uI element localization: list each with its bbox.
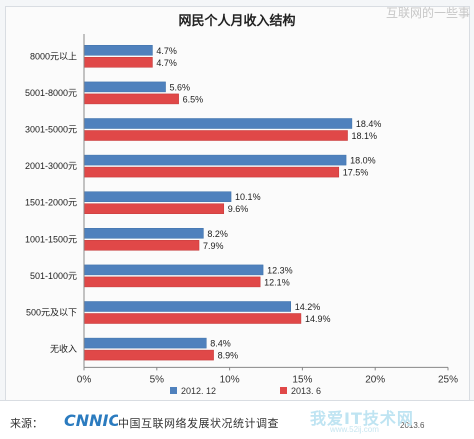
legend-label: 2012. 12	[181, 386, 216, 396]
cnnic-logo: CNNIC	[64, 411, 118, 430]
bar-2012	[83, 191, 232, 202]
value-label: 14.9%	[305, 314, 331, 324]
cnnic-logo-text: CNNIC	[64, 411, 118, 430]
bar-2012	[83, 301, 292, 312]
x-tick-label: 15%	[292, 374, 312, 385]
value-label: 12.1%	[264, 277, 290, 287]
category-label: 1001-1500元	[25, 234, 77, 244]
x-tick-label: 25%	[438, 374, 458, 385]
bar-2012	[83, 118, 353, 129]
bar-2013	[83, 313, 302, 324]
category-label: 5001-8000元	[25, 88, 77, 98]
bar-2012	[83, 45, 153, 56]
bar-2012	[83, 81, 166, 93]
value-label: 5.6%	[170, 82, 191, 92]
category-label: 3001-5000元	[25, 125, 77, 135]
plot-background	[5, 6, 470, 401]
value-label: 10.1%	[235, 192, 261, 202]
bar-2012	[83, 228, 204, 239]
value-label: 8.2%	[207, 229, 228, 239]
legend-swatch	[280, 387, 287, 394]
x-tick-label: 0%	[77, 374, 92, 385]
bar-2013	[83, 240, 200, 251]
category-label: 2001-3000元	[25, 161, 77, 171]
value-label: 17.5%	[343, 168, 369, 178]
value-label: 4.7%	[156, 58, 177, 68]
footer-date: 2013.6	[400, 421, 425, 430]
value-label: 6.5%	[183, 94, 204, 104]
x-tick-label: 10%	[220, 374, 240, 385]
site-watermark-text: 我爱IT技术网	[310, 409, 414, 428]
category-label: 1501-2000元	[25, 198, 77, 208]
bar-2013	[83, 166, 340, 178]
value-label: 18.4%	[356, 119, 382, 129]
value-label: 18.0%	[350, 156, 376, 166]
value-label: 4.7%	[156, 46, 177, 56]
bar-2013	[83, 203, 225, 214]
source-label: 来源：	[10, 417, 43, 430]
value-label: 14.2%	[295, 302, 321, 312]
bar-2013	[83, 276, 261, 288]
value-label: 7.9%	[203, 241, 224, 251]
bar-2013	[83, 57, 153, 68]
category-label: 500元及以下	[26, 308, 77, 318]
value-label: 8.9%	[218, 351, 239, 361]
category-label: 8000元以上	[30, 51, 77, 61]
legend-swatch	[170, 387, 177, 394]
site-watermark-url: www.52ij.com	[330, 425, 379, 434]
legend-label: 2013. 6	[291, 386, 321, 396]
bar-2013	[83, 130, 348, 141]
bar-2013	[83, 93, 179, 105]
value-label: 9.6%	[228, 204, 249, 214]
value-label: 12.3%	[267, 265, 293, 275]
x-tick-label: 5%	[150, 374, 165, 385]
chart-title: 网民个人月收入结构	[178, 14, 296, 29]
footer-bar: 来源： CNNIC 中国互联网络发展状况统计调查 2013.6 我爱IT技术网 …	[0, 400, 474, 439]
x-tick-label: 20%	[365, 374, 385, 385]
bar-2012	[83, 264, 264, 276]
watermark-top-text: 互联网的一些事	[385, 6, 470, 20]
bar-2013	[83, 349, 214, 361]
value-label: 8.4%	[210, 339, 231, 349]
bar-chart: 8000元以上 4.7% 4.7% 5001-8000元 5.6% 6.5% 3001-50…	[25, 34, 458, 396]
bar-2012	[83, 337, 207, 349]
footer-source-text: 中国互联网络发展状况统计调查	[118, 417, 279, 430]
category-label: 无收入	[50, 343, 77, 354]
category-label: 501-1000元	[30, 271, 77, 281]
bar-2012	[83, 154, 347, 166]
value-label: 18.1%	[352, 131, 378, 141]
